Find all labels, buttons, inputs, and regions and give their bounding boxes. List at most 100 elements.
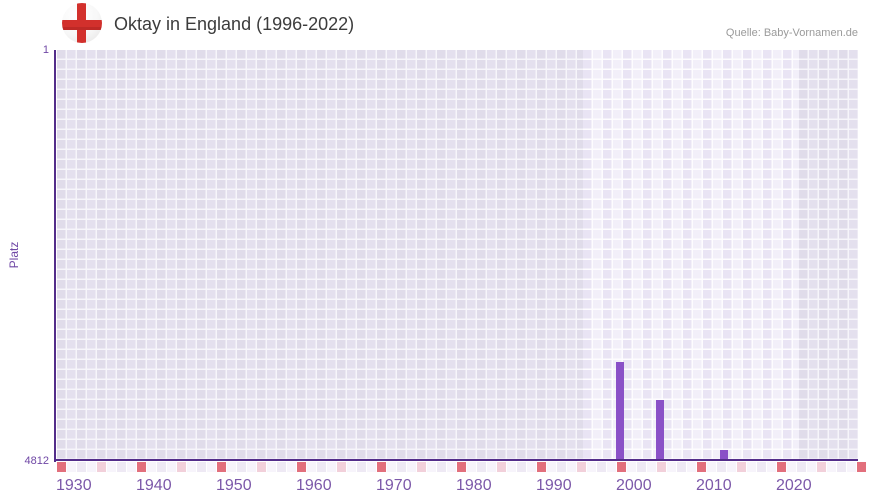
strip-decade-marker (217, 462, 226, 472)
strip-decade-marker (537, 462, 546, 472)
bar[interactable] (615, 361, 624, 459)
strip-decade-marker (457, 462, 466, 472)
strip-decade-marker (777, 462, 786, 472)
flag-cross-horizontal (62, 20, 102, 30)
x-tick-label: 2010 (696, 477, 732, 494)
strip-cell (317, 462, 326, 472)
strip-half-decade-marker (417, 462, 426, 472)
strip-cell (327, 462, 336, 472)
source-attribution: Quelle: Baby-Vornamen.de (725, 27, 858, 39)
strip-cell (247, 462, 256, 472)
strip-cell (627, 462, 636, 472)
strip-cell (107, 462, 116, 472)
strip-half-decade-marker (97, 462, 106, 472)
x-tick-label: 1940 (136, 477, 172, 494)
strip-cell (747, 462, 756, 472)
strip-cell (147, 462, 156, 472)
strip-decade-marker (137, 462, 146, 472)
strip-cell (487, 462, 496, 472)
strip-cell (477, 462, 486, 472)
strip-cell (647, 462, 656, 472)
strip-cell (407, 462, 416, 472)
strip-cell (117, 462, 126, 472)
strip-cell (667, 462, 676, 472)
strip-cell (307, 462, 316, 472)
strip-decade-marker (617, 462, 626, 472)
strip-decade-marker (857, 462, 866, 472)
strip-cell (587, 462, 596, 472)
strip-half-decade-marker (337, 462, 346, 472)
y-tick-best-rank: 1 (42, 44, 49, 56)
flag-cross-shadow (62, 27, 102, 30)
y-tick-worst-rank: 4812 (24, 455, 49, 467)
bar[interactable] (719, 449, 728, 459)
strip-cell (677, 462, 686, 472)
strip-cell (237, 462, 246, 472)
strip-half-decade-marker (737, 462, 746, 472)
x-tick-label: 1990 (536, 477, 572, 494)
strip-cell (767, 462, 776, 472)
strip-cell (197, 462, 206, 472)
y-axis-line (54, 50, 56, 462)
strip-half-decade-marker (497, 462, 506, 472)
strip-cell (827, 462, 836, 472)
strip-cell (127, 462, 136, 472)
strip-cell (807, 462, 816, 472)
strip-cell (187, 462, 196, 472)
strip-cell (347, 462, 356, 472)
strip-cell (387, 462, 396, 472)
strip-cell (727, 462, 736, 472)
x-axis-line (54, 459, 858, 461)
strip-half-decade-marker (817, 462, 826, 472)
strip-cell (787, 462, 796, 472)
x-tick-label: 1980 (456, 477, 492, 494)
strip-cell (227, 462, 236, 472)
strip-cell (267, 462, 276, 472)
chart-title: Oktay in England (1996-2022) (114, 14, 355, 34)
x-tick-label: 1960 (296, 477, 332, 494)
strip-cell (277, 462, 286, 472)
strip-cell (757, 462, 766, 472)
england-flag-icon (62, 3, 102, 43)
strip-cell (527, 462, 536, 472)
strip-decade-marker (297, 462, 306, 472)
strip-cell (167, 462, 176, 472)
y-axis-title: Platz (7, 241, 21, 269)
plot-area (57, 50, 858, 459)
strip-cell (517, 462, 526, 472)
x-tick-label: 1970 (376, 477, 412, 494)
strip-half-decade-marker (577, 462, 586, 472)
strip-cell (547, 462, 556, 472)
strip-cell (637, 462, 646, 472)
strip-cell (567, 462, 576, 472)
x-tick-label: 2000 (616, 477, 652, 494)
strip-cell (847, 462, 856, 472)
strip-half-decade-marker (257, 462, 266, 472)
plot-band-after-data (798, 50, 858, 459)
plot-band-before-data (57, 50, 583, 459)
strip-cell (797, 462, 806, 472)
strip-half-decade-marker (657, 462, 666, 472)
bar[interactable] (655, 400, 664, 459)
strip-cell (717, 462, 726, 472)
strip-cell (607, 462, 616, 472)
strip-cell (157, 462, 166, 472)
strip-half-decade-marker (177, 462, 186, 472)
strip-cell (467, 462, 476, 472)
strip-cell (207, 462, 216, 472)
x-tick-label: 2020 (776, 477, 812, 494)
strip-cell (367, 462, 376, 472)
strip-cell (357, 462, 366, 472)
strip-cell (437, 462, 446, 472)
strip-cell (447, 462, 456, 472)
strip-cell (87, 462, 96, 472)
strip-cell (427, 462, 436, 472)
strip-decade-marker (57, 462, 66, 472)
strip-cell (77, 462, 86, 472)
strip-cell (707, 462, 716, 472)
strip-cell (397, 462, 406, 472)
strip-decade-marker (697, 462, 706, 472)
strip-cell (837, 462, 846, 472)
strip-cell (597, 462, 606, 472)
